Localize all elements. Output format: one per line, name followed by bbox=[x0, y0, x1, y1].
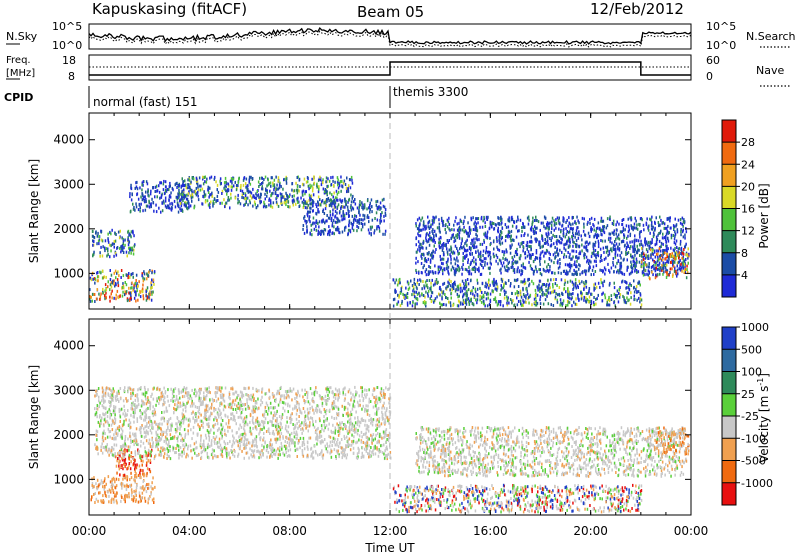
range-tick-label: 4000 bbox=[53, 133, 84, 147]
nsky-left-tick-top: 10^5 bbox=[52, 20, 82, 33]
colorbar-swatch bbox=[722, 393, 736, 416]
colorbar-tick-label: -1000 bbox=[741, 477, 773, 490]
nsky-panel: N.Sky 10^5 10^0 10^5 10^0 N.Search bbox=[6, 20, 796, 52]
cpid-panel: CPID normal (fast) 151 themis 3300 bbox=[4, 85, 468, 109]
nsky-label: N.Sky bbox=[6, 30, 38, 43]
nsky-right-tick-top: 10^5 bbox=[706, 20, 736, 33]
nsky-left-tick-bottom: 10^0 bbox=[52, 39, 82, 52]
freq-unit-label: [MHz] bbox=[6, 68, 35, 79]
cpid-label: CPID bbox=[4, 91, 33, 104]
colorbar-swatch bbox=[722, 482, 736, 505]
freq-label: Freq. bbox=[6, 55, 31, 66]
colorbar-swatch bbox=[722, 438, 736, 461]
colorbar-tick-label: -100 bbox=[741, 432, 766, 445]
velocity-colorbar-label: Velocity [m s-1] bbox=[756, 373, 771, 463]
freq-left-tick-top: 18 bbox=[62, 54, 76, 67]
freq-right-tick-top: 60 bbox=[706, 54, 720, 67]
power-colorbar-label: Power [dB] bbox=[757, 183, 771, 248]
nsky-trace bbox=[88, 27, 692, 45]
range-tick-label: 3000 bbox=[53, 383, 84, 397]
range-tick-label: 1000 bbox=[53, 472, 84, 486]
time-tick-label: 00:00 bbox=[674, 524, 709, 538]
time-axis-label: Time UT bbox=[364, 541, 415, 554]
colorbar-swatch bbox=[722, 164, 736, 187]
range-tick-label: 3000 bbox=[53, 177, 84, 191]
beam-title: Beam 05 bbox=[357, 3, 424, 21]
colorbar-tick-label: 500 bbox=[741, 343, 762, 356]
nsearch-label: N.Search bbox=[746, 30, 796, 43]
colorbar-tick-label: 4 bbox=[741, 269, 748, 282]
colorbar-swatch bbox=[722, 349, 736, 372]
range-tick-label: 2000 bbox=[53, 428, 84, 442]
colorbar-swatch bbox=[722, 208, 736, 231]
colorbar-swatch bbox=[722, 142, 736, 165]
colorbar-tick-label: 20 bbox=[741, 180, 755, 193]
range-tick-label: 2000 bbox=[53, 222, 84, 236]
nsky-right-tick-bottom: 10^0 bbox=[706, 39, 736, 52]
freq-right-tick-bottom: 0 bbox=[706, 70, 713, 83]
colorbar-tick-label: 1000 bbox=[741, 321, 769, 334]
colorbar-tick-label: 28 bbox=[741, 136, 755, 149]
colorbar-swatch bbox=[722, 371, 736, 394]
colorbar-swatch bbox=[722, 416, 736, 439]
colorbar-swatch bbox=[722, 186, 736, 209]
nsearch-trace bbox=[88, 30, 692, 48]
nave-label: Nave bbox=[756, 64, 784, 77]
colorbar-swatch bbox=[722, 327, 736, 350]
time-tick-label: 12:00 bbox=[373, 524, 408, 538]
velocity-panel: 1000 2000 3000 4000 Slant Range [km] bbox=[27, 318, 692, 516]
colorbar-swatch bbox=[722, 274, 736, 297]
station-title: Kapuskasing (fitACF) bbox=[92, 0, 247, 18]
power-colorbar: 4 8 12 16 20 24 28 bbox=[721, 119, 755, 298]
colorbar-tick-label: 100 bbox=[741, 366, 762, 379]
date-title: 12/Feb/2012 bbox=[590, 0, 684, 18]
colorbar-swatch bbox=[722, 120, 736, 143]
colorbar-tick-label: 25 bbox=[741, 388, 755, 401]
colorbar-tick-label: -25 bbox=[741, 410, 759, 423]
time-tick-label: 16:00 bbox=[473, 524, 508, 538]
colorbar-swatch bbox=[722, 460, 736, 483]
time-tick-label: 00:00 bbox=[72, 524, 107, 538]
time-tick-label: 04:00 bbox=[172, 524, 207, 538]
freq-left-tick-bottom: 8 bbox=[68, 70, 75, 83]
colorbar-tick-label: 24 bbox=[741, 158, 755, 171]
colorbar-tick-label: 8 bbox=[741, 247, 748, 260]
colorbar-tick-label: 16 bbox=[741, 203, 755, 216]
range-tick-label: 4000 bbox=[53, 339, 84, 353]
colorbar-tick-label: 12 bbox=[741, 225, 755, 238]
time-tick-label: 20:00 bbox=[573, 524, 608, 538]
power-ylabel: Slant Range [km] bbox=[27, 159, 41, 263]
time-tick-label: 08:00 bbox=[272, 524, 307, 538]
colorbar-swatch bbox=[722, 252, 736, 275]
freq-panel: Freq. [MHz] 18 8 60 0 Nave bbox=[6, 54, 790, 87]
velocity-colorbar: -1000 -500 -100 -25 25 100 500 1000 bbox=[721, 321, 773, 506]
range-tick-label: 1000 bbox=[53, 266, 84, 280]
colorbar-swatch bbox=[722, 230, 736, 253]
time-axis: 00:00 04:00 08:00 12:00 16:00 20:00 00:00 bbox=[72, 113, 709, 538]
power-panel: 1000 2000 3000 4000 Slant Range [km] bbox=[27, 112, 692, 310]
cpid-mode-1: normal (fast) 151 bbox=[93, 95, 197, 109]
colorbar-tick-label: -500 bbox=[741, 455, 766, 468]
cpid-mode-2: themis 3300 bbox=[393, 85, 468, 99]
velocity-ylabel: Slant Range [km] bbox=[27, 365, 41, 469]
freq-trace bbox=[89, 61, 691, 76]
